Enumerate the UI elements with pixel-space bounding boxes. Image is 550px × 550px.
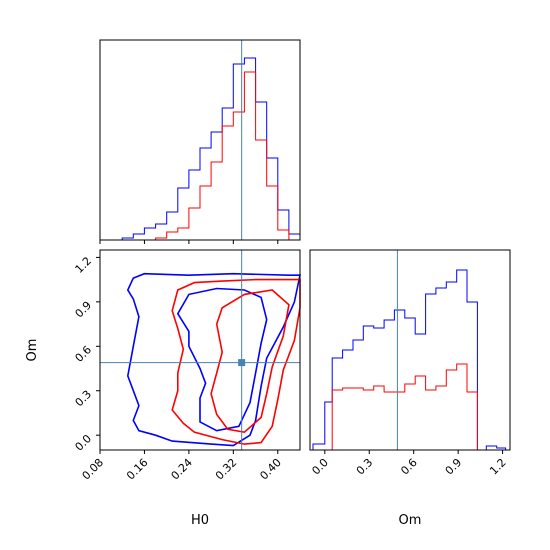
y-axis-label-om: Om: [25, 339, 40, 362]
x-tick-label-om: 0.9: [443, 456, 465, 478]
scatter-frame: [99, 249, 301, 451]
x-tick-label-h0: 0.24: [168, 456, 195, 483]
x-tick-label-om: 0.6: [398, 456, 420, 478]
contour-blue-inner: [176, 287, 268, 432]
scatter-panel: 0.08 0.16 0.24 0.32 0.40 0.00.30.60.91.2 H0 …: [25, 249, 301, 528]
hist-om-red-series: [313, 363, 506, 451]
hist-h0-red-series: [122, 71, 300, 241]
x-tick-label-h0: 0.16: [124, 456, 151, 483]
y-tick-label-om: 0.9: [73, 299, 95, 321]
scatter-x-ticks: 0.08 0.16 0.24 0.32 0.40: [80, 450, 284, 482]
hist-om-frame: [309, 249, 511, 451]
x-axis-label-h0: H0: [191, 513, 209, 528]
hist-om-blue-series: [312, 269, 507, 451]
hist-h0-frame: [99, 39, 301, 241]
hist-h0-ticks: [99, 240, 279, 244]
hist-om-panel: 0.0 0.3 0.6 0.9 1.2 Om: [309, 249, 511, 528]
x-tick-label-h0: 0.08: [80, 456, 107, 483]
y-tick-label-om: 1.2: [73, 254, 95, 276]
x-tick-label-om: 0.3: [354, 456, 376, 478]
contour-blue-outer: [126, 272, 301, 447]
x-tick-label-om: 1.2: [487, 456, 509, 478]
x-tick-label-h0: 0.32: [213, 456, 240, 483]
hist-h0-panel: [99, 39, 301, 244]
truth-marker: [238, 359, 246, 367]
y-tick-label-om: 0.6: [73, 343, 95, 365]
x-tick-label-om: 0.0: [309, 456, 331, 478]
hist-h0-blue-series: [121, 57, 301, 240]
x-tick-label-h0: 0.40: [257, 456, 284, 483]
hist-om-ticks: 0.0 0.3 0.6 0.9 1.2: [309, 450, 509, 478]
contour-red-inner: [210, 289, 290, 434]
x-axis-label-om: Om: [399, 513, 422, 528]
y-tick-label-om: 0.3: [73, 388, 95, 410]
y-tick-label-om: 0.0: [73, 432, 95, 454]
scatter-y-ticks: 0.0 0.3 0.6 0.9 1.2: [73, 254, 100, 454]
contour-red-outer: [171, 278, 301, 445]
